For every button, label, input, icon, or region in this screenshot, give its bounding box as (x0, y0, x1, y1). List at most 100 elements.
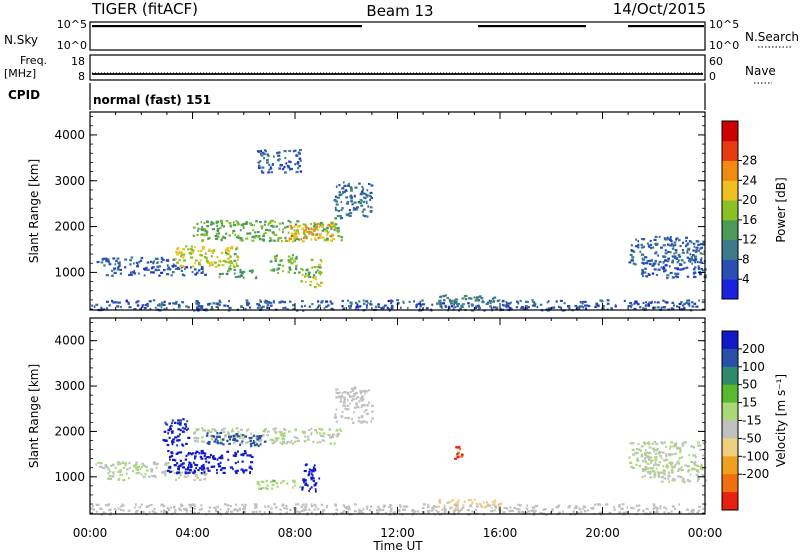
velocity-cell (135, 472, 139, 475)
velocity-cell (319, 441, 322, 444)
power-cell (264, 231, 267, 234)
power-cell (216, 225, 218, 228)
power-cell (146, 304, 149, 308)
power-cell (578, 307, 581, 310)
velocity-cell (326, 504, 329, 507)
power-cell (273, 155, 275, 158)
power-cell (226, 253, 230, 256)
velocity-cell (309, 487, 311, 491)
velocity-cell (283, 507, 286, 510)
power-cell (685, 243, 689, 246)
velocity-cell (207, 461, 211, 464)
power-cell (194, 259, 198, 262)
power-cell (345, 202, 349, 205)
power-cell (158, 304, 161, 307)
velocity-cell (642, 510, 645, 513)
power-cell (533, 304, 537, 307)
velocity-cell (635, 447, 639, 451)
velocity-cell (649, 511, 652, 514)
velocity-cell (127, 477, 130, 480)
velocity-cell (121, 474, 124, 477)
power-cell (228, 306, 232, 310)
velocity-cell (202, 451, 205, 455)
nsky-trace-a (92, 25, 362, 28)
velocity-cell (220, 457, 224, 460)
velocity-cell (651, 470, 655, 473)
power-cell (669, 236, 672, 239)
velocity-cell (169, 458, 171, 461)
velocity-cell (203, 470, 206, 473)
velocity-cell (461, 453, 464, 456)
velocity-cell (334, 504, 337, 507)
power-cell (138, 261, 141, 264)
power-cell (269, 237, 272, 240)
power-cell (456, 305, 459, 308)
velocity-cell (112, 475, 115, 478)
power-cell (325, 305, 328, 308)
power-cell (691, 305, 695, 308)
nsearch-tick-top: 10^5 (709, 18, 739, 31)
power-ytick-label: 2000 (54, 220, 85, 234)
power-cell (476, 296, 480, 299)
power-cell (370, 195, 372, 198)
velocity-cell (354, 503, 357, 506)
power-cell (180, 255, 183, 258)
velocity-cell (207, 510, 211, 513)
power-cell (194, 262, 196, 265)
velocity-cell (228, 438, 231, 441)
velocity-cell (634, 452, 638, 455)
velocity-cell (135, 509, 139, 513)
power-cell (367, 301, 369, 304)
power-cell (124, 266, 127, 269)
velocity-cell (622, 511, 626, 514)
power-cell (662, 266, 665, 269)
power-cell (681, 251, 685, 254)
power-cell (135, 301, 138, 304)
power-cell (555, 300, 558, 303)
power-cell (415, 305, 418, 309)
velocity-ylabel: Slant Range [km] (27, 364, 41, 468)
power-cell (519, 299, 522, 302)
velocity-cell (131, 470, 135, 473)
velocity-cell (219, 431, 223, 434)
velocity-cell (107, 504, 110, 507)
power-cell (215, 237, 219, 241)
power-cell (337, 229, 340, 232)
velocity-cell (659, 451, 662, 454)
power-cell (168, 302, 171, 305)
power-echo-region (175, 245, 240, 269)
velocity-cell (179, 474, 182, 477)
power-cell (693, 271, 697, 275)
velocity-cell (222, 443, 225, 446)
power-cell (235, 246, 238, 249)
power-cell (669, 251, 672, 254)
velocity-cell (294, 507, 298, 510)
velocity-cell (217, 463, 220, 466)
velocity-cell (335, 420, 338, 423)
velocity-cell (200, 452, 204, 455)
velocity-cell (240, 435, 243, 438)
velocity-cell (349, 395, 352, 398)
power-cell (493, 300, 495, 303)
power-cell (687, 299, 691, 302)
velocity-cell (312, 441, 315, 444)
power-cell (219, 226, 222, 230)
velocity-cell (295, 436, 299, 439)
power-cell (340, 193, 343, 196)
power-cell (228, 234, 231, 237)
velocity-cell (194, 457, 196, 460)
velocity-cell (313, 464, 316, 467)
power-echo-region (437, 294, 501, 306)
velocity-cell (376, 511, 380, 514)
power-cell (657, 268, 661, 271)
velocity-cell (196, 429, 199, 432)
power-cell (274, 257, 278, 260)
velocity-cell (491, 506, 494, 510)
velocity-cell (247, 440, 250, 444)
velocity-cell (352, 389, 354, 392)
power-cell (311, 303, 314, 306)
velocity-cell (334, 503, 337, 506)
power-cell (474, 306, 477, 309)
power-cell (353, 207, 357, 210)
power-cell (446, 296, 449, 300)
